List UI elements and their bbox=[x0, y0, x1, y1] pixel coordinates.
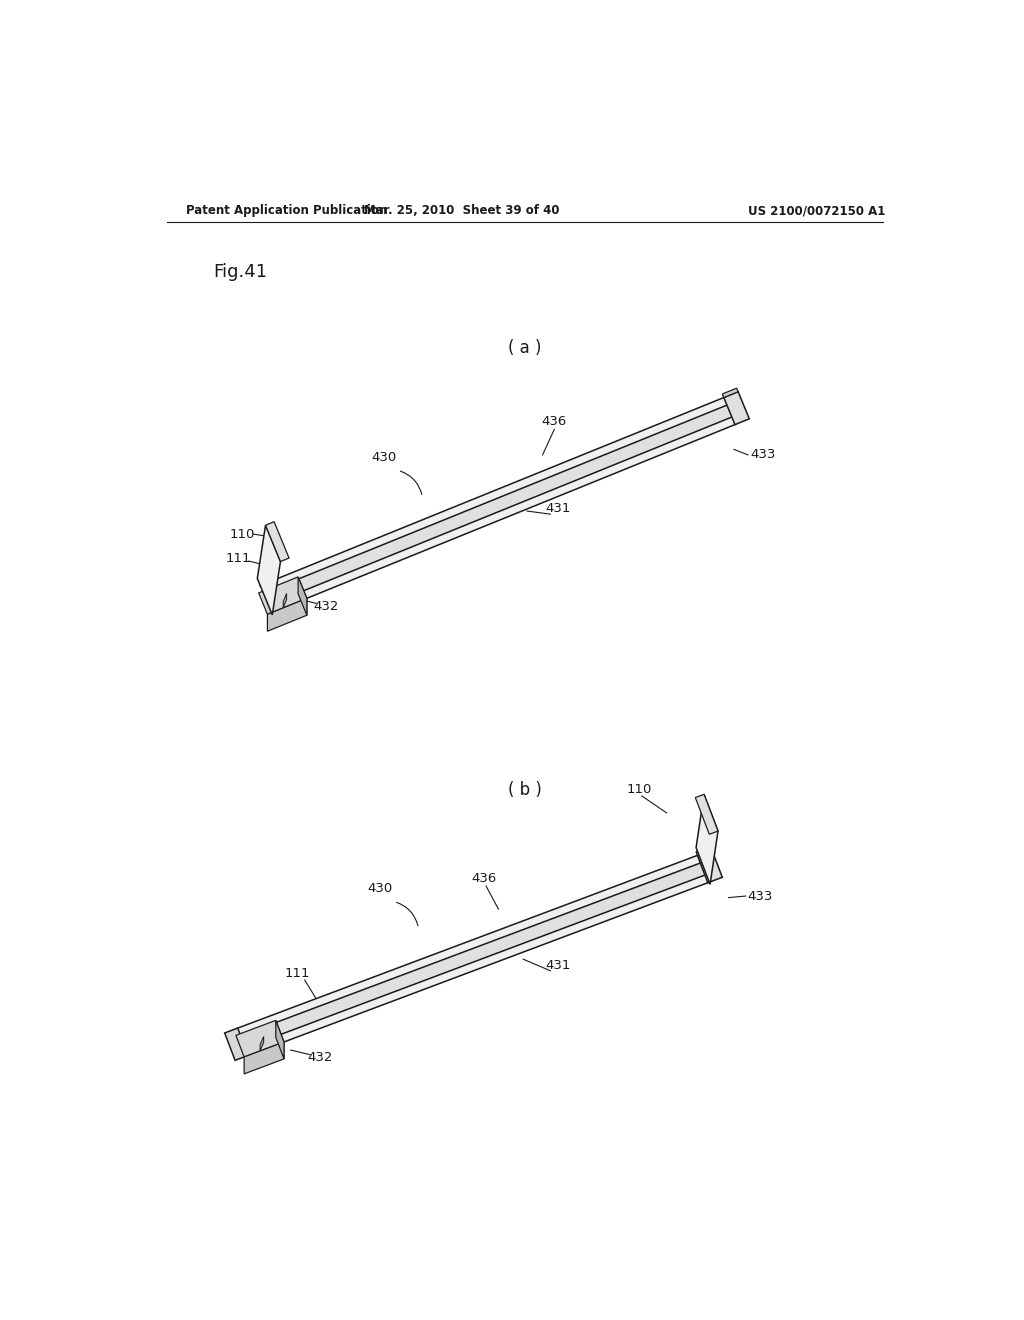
Polygon shape bbox=[241, 862, 707, 1048]
Text: 432: 432 bbox=[307, 1051, 333, 1064]
Polygon shape bbox=[238, 855, 710, 1056]
Polygon shape bbox=[695, 795, 718, 834]
Text: ( b ): ( b ) bbox=[508, 781, 542, 799]
Text: 432: 432 bbox=[313, 601, 338, 612]
Polygon shape bbox=[265, 521, 289, 561]
Polygon shape bbox=[697, 850, 722, 883]
Text: 430: 430 bbox=[368, 882, 392, 895]
Text: 430: 430 bbox=[371, 450, 396, 463]
Text: 433: 433 bbox=[746, 890, 772, 903]
Polygon shape bbox=[244, 1041, 284, 1074]
Text: Patent Application Publication: Patent Application Publication bbox=[186, 205, 387, 218]
Polygon shape bbox=[696, 846, 712, 855]
Text: 110: 110 bbox=[627, 783, 652, 796]
Text: 110: 110 bbox=[230, 528, 255, 541]
Polygon shape bbox=[260, 1036, 264, 1051]
Polygon shape bbox=[236, 1020, 284, 1057]
Text: US 2100/0072150 A1: US 2100/0072150 A1 bbox=[748, 205, 886, 218]
Polygon shape bbox=[263, 404, 733, 605]
Polygon shape bbox=[696, 795, 718, 884]
Polygon shape bbox=[257, 525, 281, 615]
Polygon shape bbox=[275, 1020, 284, 1059]
Polygon shape bbox=[298, 577, 307, 615]
Polygon shape bbox=[260, 397, 736, 612]
Polygon shape bbox=[259, 577, 307, 614]
Polygon shape bbox=[722, 388, 738, 397]
Text: 431: 431 bbox=[546, 958, 570, 972]
Text: 433: 433 bbox=[751, 449, 776, 462]
Polygon shape bbox=[267, 598, 307, 631]
Polygon shape bbox=[284, 594, 287, 607]
Text: Fig.41: Fig.41 bbox=[213, 264, 267, 281]
Text: Mar. 25, 2010  Sheet 39 of 40: Mar. 25, 2010 Sheet 39 of 40 bbox=[364, 205, 559, 218]
Text: 436: 436 bbox=[472, 871, 497, 884]
Text: ( a ): ( a ) bbox=[508, 339, 542, 356]
Polygon shape bbox=[724, 392, 750, 425]
Text: 111: 111 bbox=[285, 966, 309, 979]
Text: 431: 431 bbox=[546, 502, 570, 515]
Text: 436: 436 bbox=[542, 416, 567, 428]
Text: 111: 111 bbox=[225, 552, 251, 565]
Polygon shape bbox=[224, 1028, 248, 1060]
